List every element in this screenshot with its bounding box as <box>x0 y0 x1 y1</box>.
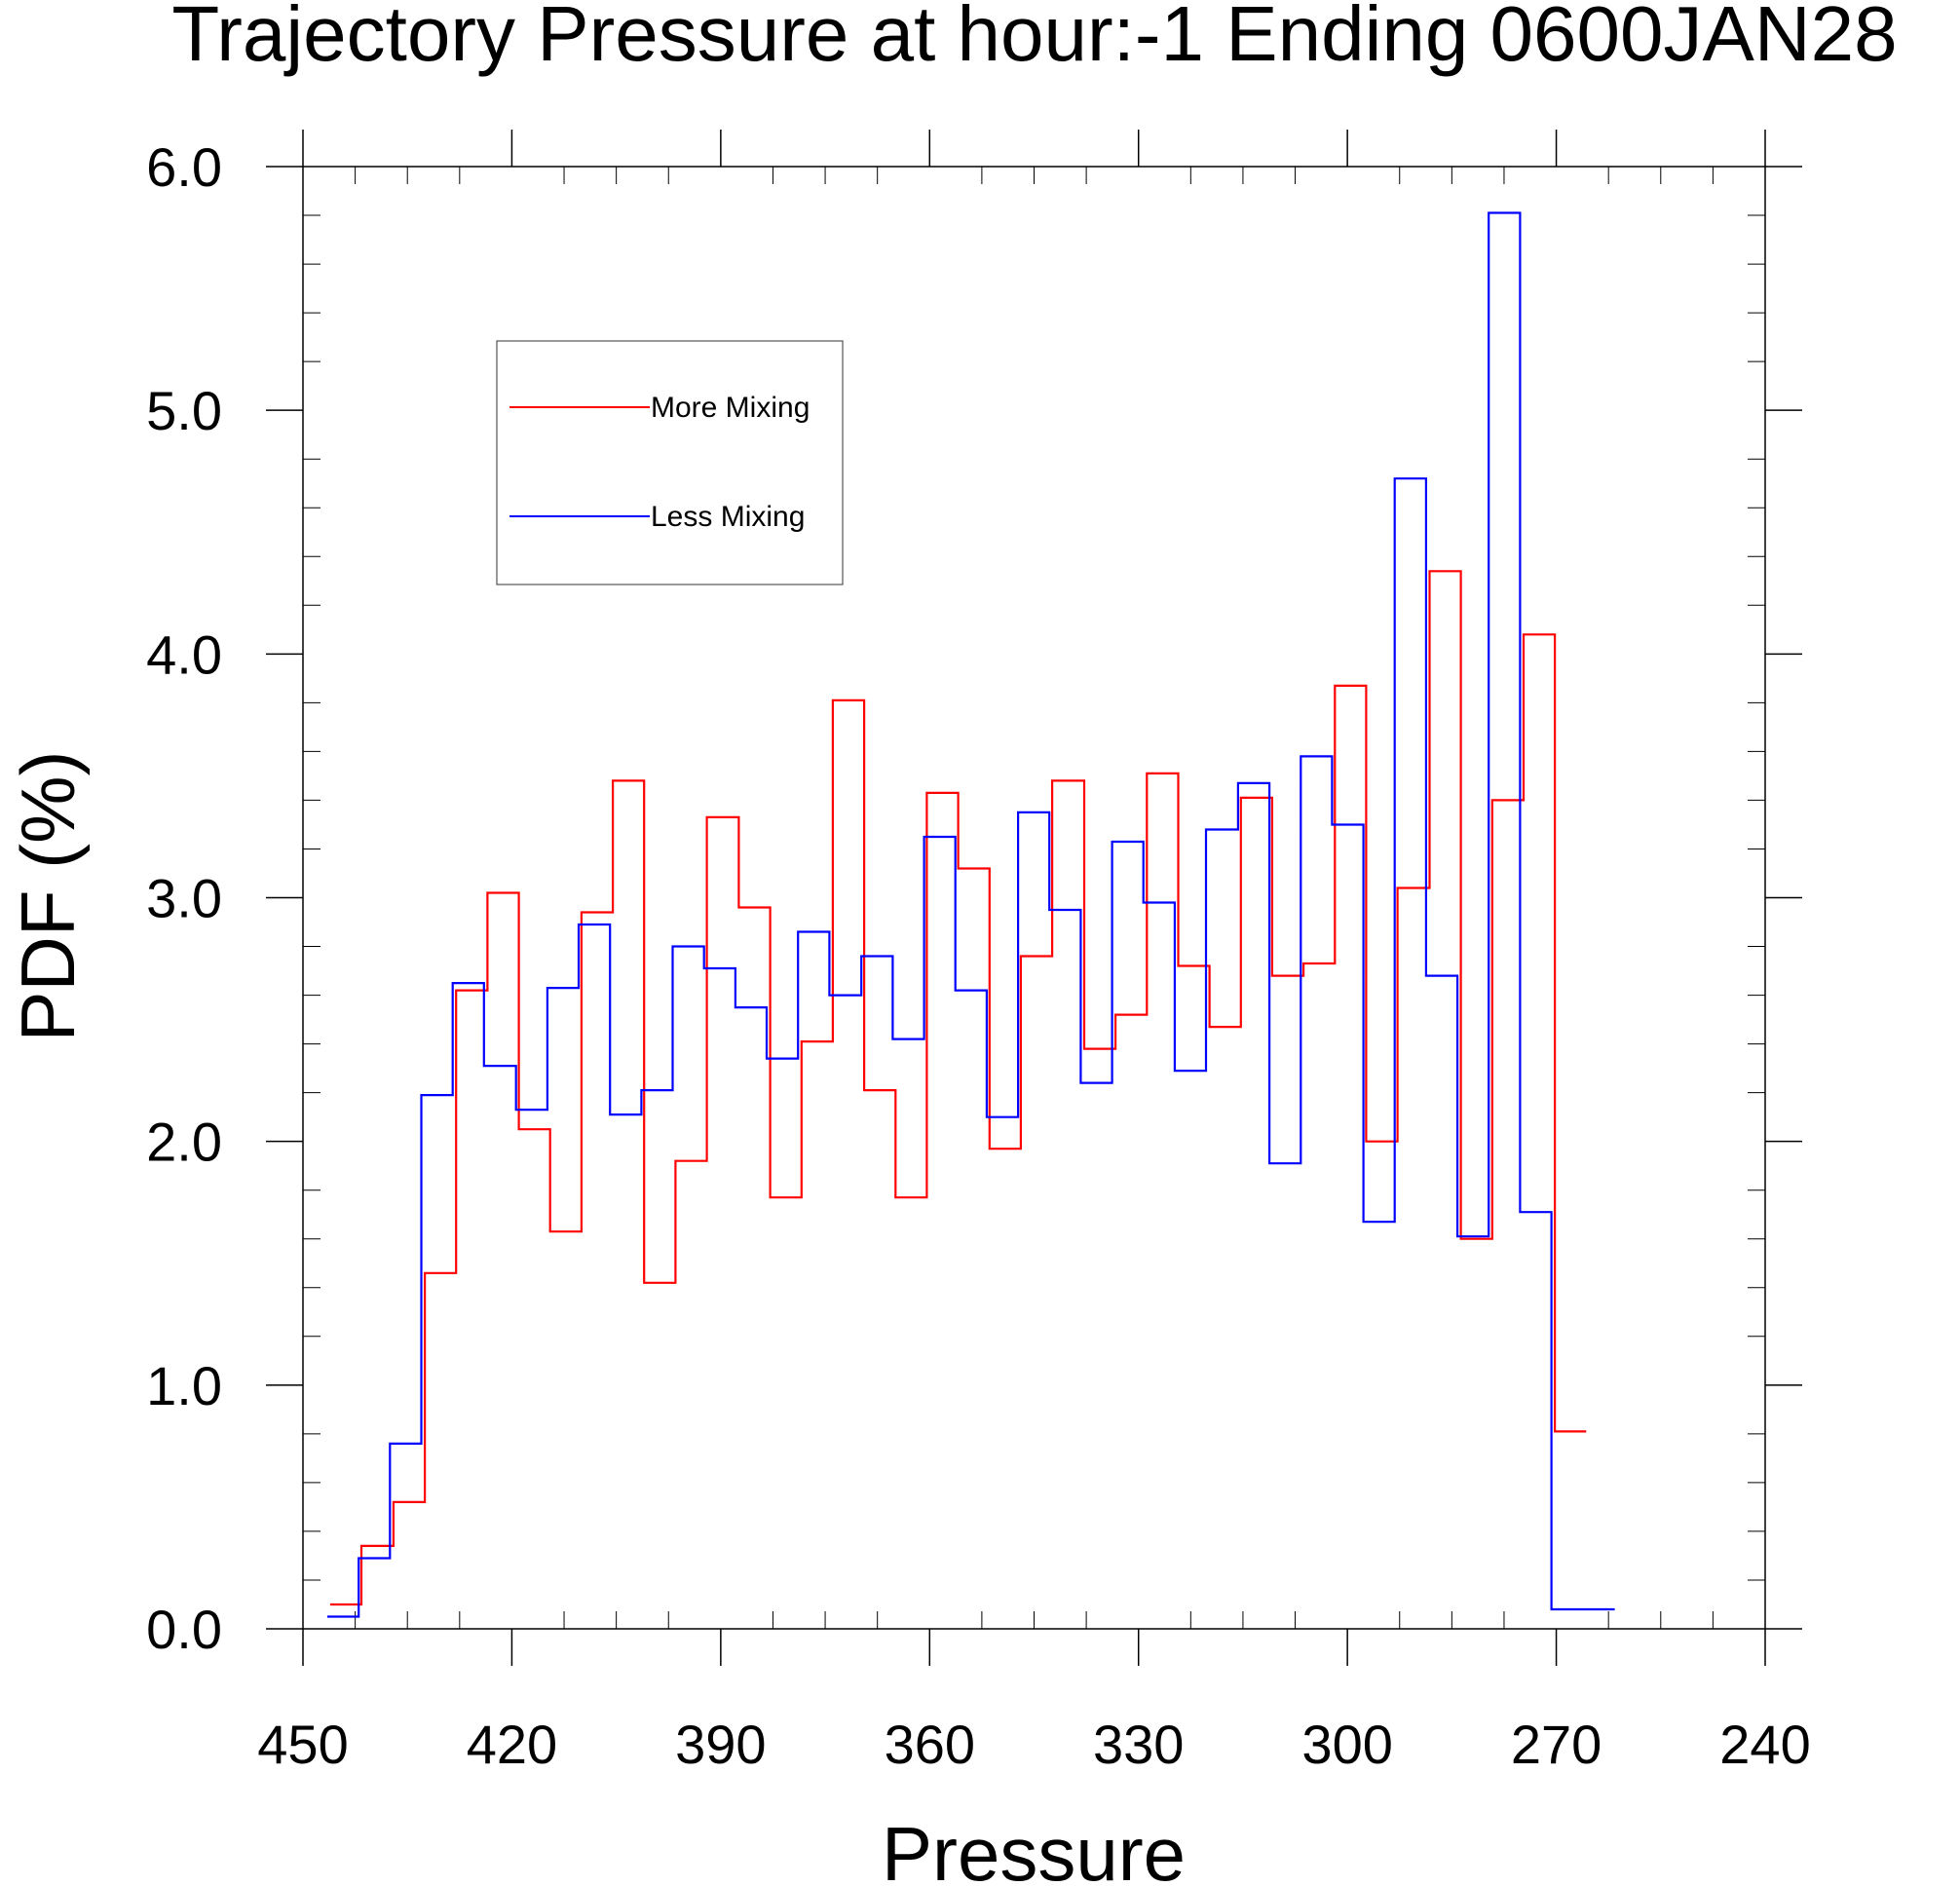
y-tick-label: 3.0 <box>146 868 222 929</box>
y-tick-label: 1.0 <box>146 1355 222 1416</box>
legend-label: More Mixing <box>651 392 810 424</box>
x-axis-label: Pressure <box>882 1811 1186 1886</box>
y-tick-label: 4.0 <box>146 623 222 685</box>
x-tick-label: 330 <box>1093 1714 1184 1775</box>
x-tick-label: 270 <box>1511 1714 1602 1775</box>
y-tick-label: 5.0 <box>146 380 222 441</box>
x-tick-label: 240 <box>1719 1714 1810 1775</box>
y-axis-label: PDF (%) <box>5 751 91 1042</box>
series-line-more-mixing <box>329 570 1587 1606</box>
chart-title: Trajectory Pressure at hour:-1 Ending 06… <box>171 0 1897 77</box>
y-axis-ticks: 0.0 1.0 2.0 3.0 4.0 5.0 6.0 <box>146 136 1802 1660</box>
y-tick-label: 6.0 <box>146 136 222 198</box>
x-tick-label: 360 <box>885 1714 975 1775</box>
series-layer <box>327 211 1615 1618</box>
x-axis-ticks: 450 420 390 360 330 300 270 240 <box>257 130 1811 1775</box>
legend-label: Less Mixing <box>651 501 805 533</box>
legend-box <box>496 340 844 585</box>
x-tick-label: 300 <box>1301 1714 1392 1775</box>
legend: More Mixing Less Mixing <box>496 340 844 585</box>
x-tick-label: 390 <box>675 1714 766 1775</box>
y-tick-label: 0.0 <box>146 1599 222 1660</box>
x-tick-label: 450 <box>257 1714 348 1775</box>
y-tick-label: 2.0 <box>146 1112 222 1173</box>
series-line-less-mixing <box>327 211 1615 1618</box>
x-tick-label: 420 <box>467 1714 557 1775</box>
